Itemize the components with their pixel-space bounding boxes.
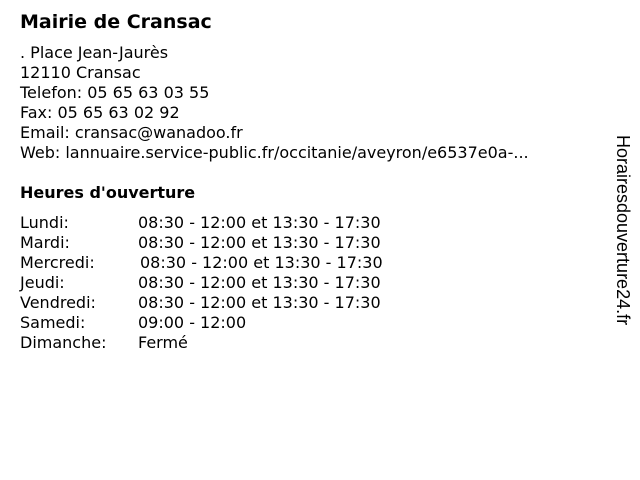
day-label: Vendredi: xyxy=(20,293,96,312)
fax: Fax: 05 65 63 02 92 xyxy=(20,103,180,122)
hours-row: Mardi: 08:30 - 12:00 et 13:30 - 17:30 xyxy=(20,233,381,253)
hours-row: Vendredi: 08:30 - 12:00 et 13:30 - 17:30 xyxy=(20,293,381,313)
hours-row: Lundi: 08:30 - 12:00 et 13:30 - 17:30 xyxy=(20,213,381,233)
time-value: 08:30 - 12:00 et 13:30 - 17:30 xyxy=(138,233,381,252)
day-label: Lundi: xyxy=(20,213,69,232)
hours-row: Jeudi: 08:30 - 12:00 et 13:30 - 17:30 xyxy=(20,273,381,293)
hours-row: Mercredi: 08:30 - 12:00 et 13:30 - 17:30 xyxy=(20,253,383,273)
hours-table: Lundi: 08:30 - 12:00 et 13:30 - 17:30 Mar… xyxy=(20,213,383,353)
city: 12110 Cransac xyxy=(20,63,141,82)
day-label: Mardi: xyxy=(20,233,70,252)
day-label: Samedi: xyxy=(20,313,86,332)
hours-row: Samedi: 09:00 - 12:00 xyxy=(20,313,246,333)
time-value: 08:30 - 12:00 et 13:30 - 17:30 xyxy=(138,293,381,312)
time-value: 08:30 - 12:00 et 13:30 - 17:30 xyxy=(138,213,381,232)
time-value: 09:00 - 12:00 xyxy=(138,313,247,332)
street-address: . Place Jean-Jaurès xyxy=(20,43,169,62)
day-label: Mercredi: xyxy=(20,253,95,272)
day-label: Jeudi: xyxy=(20,273,65,292)
time-value: 08:30 - 12:00 et 13:30 - 17:30 xyxy=(140,253,383,272)
page-title: Mairie de Cransac xyxy=(20,11,212,33)
time-value: 08:30 - 12:00 et 13:30 - 17:30 xyxy=(138,273,381,292)
site-watermark: Horairesdouverture24.fr xyxy=(613,135,633,326)
website: Web: lannuaire.service-public.fr/occitan… xyxy=(20,143,529,162)
hours-row: Dimanche: Fermé xyxy=(20,333,188,353)
email: Email: cransac@wanadoo.fr xyxy=(20,123,243,142)
day-label: Dimanche: xyxy=(20,333,107,352)
hours-heading: Heures d'ouverture xyxy=(20,183,196,202)
phone: Telefon: 05 65 63 03 55 xyxy=(20,83,210,102)
contact-info: . Place Jean-Jaurès 12110 Cransac Telefo… xyxy=(20,43,529,163)
time-value: Fermé xyxy=(138,333,188,352)
